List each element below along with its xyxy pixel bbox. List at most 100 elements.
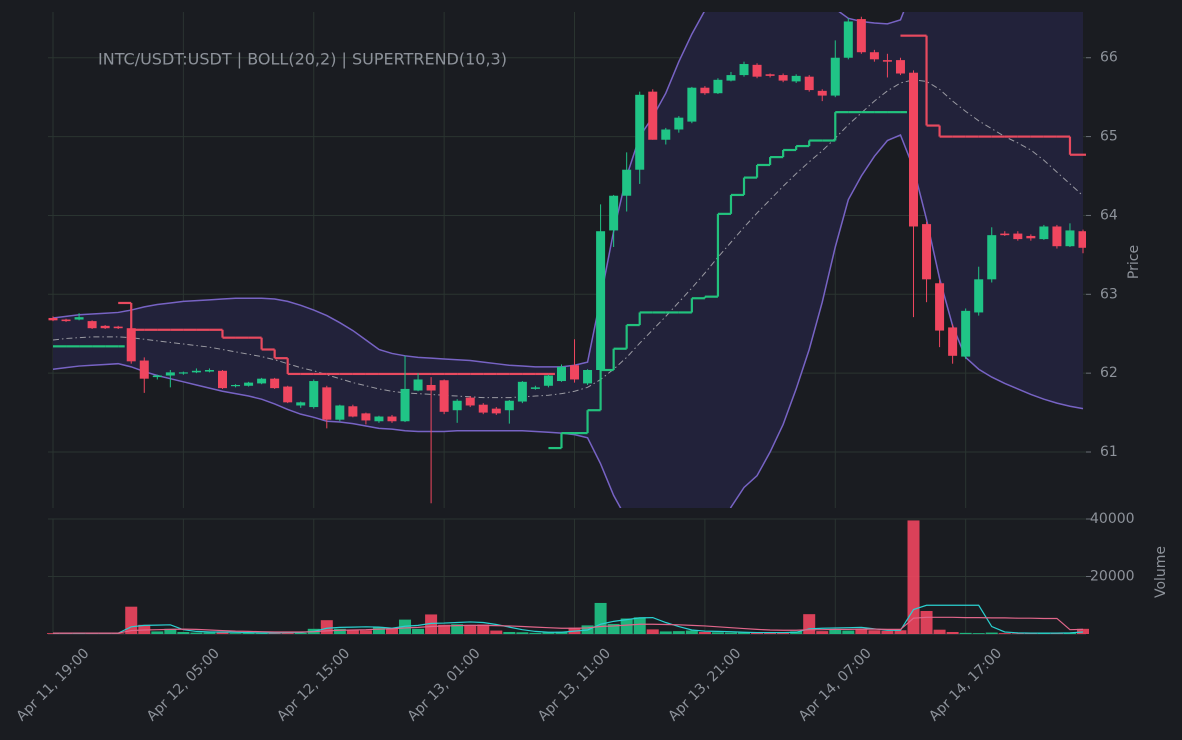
y-tick-label: 61	[1100, 444, 1118, 460]
candle-body	[374, 416, 384, 422]
x-tick-label: Apr 13, 01:00	[405, 645, 484, 724]
volume-bar	[738, 632, 751, 634]
candle-body	[856, 19, 866, 53]
y-axis-label: Volume	[1153, 546, 1169, 598]
volume-bar	[842, 630, 855, 634]
candle-body	[570, 365, 580, 380]
candle-body	[804, 76, 814, 91]
candle-body	[348, 406, 358, 417]
volume-bar	[998, 633, 1011, 634]
volume-bar	[125, 606, 138, 634]
candle-body	[1065, 230, 1075, 247]
volume-bar	[490, 630, 503, 634]
indicator-line	[52, 12, 905, 368]
candle-body	[752, 64, 762, 77]
volume-bar	[516, 632, 529, 634]
candle-body	[882, 60, 892, 62]
candle-body	[713, 79, 723, 94]
volume-bar	[907, 520, 920, 634]
candle-body	[335, 405, 345, 420]
volume-bar	[477, 624, 490, 634]
candle-body	[530, 387, 540, 389]
volume-bar	[868, 630, 881, 634]
x-tick-label: Apr 14, 07:00	[796, 645, 875, 724]
band-fill	[53, 12, 1083, 508]
y-tick-label: 65	[1100, 129, 1118, 145]
volume-bar	[764, 632, 777, 634]
candle-body	[100, 325, 110, 329]
y-tick-label: 62	[1100, 365, 1118, 381]
candle-body	[791, 75, 801, 82]
volume-bar	[503, 631, 516, 634]
volume-bar	[190, 632, 203, 634]
candle-body	[648, 91, 658, 140]
candle-body	[869, 52, 879, 60]
x-tick-label: Apr 13, 11:00	[535, 645, 614, 724]
y-tick-label: 63	[1100, 286, 1118, 302]
candle-body	[361, 413, 371, 421]
candle-body	[556, 366, 566, 382]
candle-body	[635, 94, 645, 170]
candle-body	[661, 129, 671, 140]
candle-body	[204, 370, 214, 372]
volume-bar	[920, 611, 933, 634]
candle-body	[778, 75, 788, 81]
y-axis-label: Price	[1126, 245, 1142, 279]
candle-body	[1078, 231, 1086, 248]
volume-bar	[751, 632, 764, 634]
volume-bar	[633, 617, 646, 634]
volume-ma-line	[53, 616, 1084, 634]
candle-body	[961, 310, 971, 357]
candle-body	[491, 408, 501, 414]
candle-body	[452, 400, 462, 411]
x-tick-label: Apr 11, 19:00	[13, 645, 92, 724]
volume-bar	[346, 629, 359, 634]
volume-bar	[529, 632, 542, 634]
candle-body	[257, 378, 267, 384]
volume-bar	[933, 629, 946, 634]
candle-body	[87, 321, 97, 329]
candle-body	[609, 195, 619, 231]
candle-body	[674, 117, 684, 130]
volume-bar	[1077, 628, 1089, 634]
volume-bar	[881, 630, 894, 634]
volume-bar	[711, 632, 724, 634]
volume-bar	[438, 624, 451, 634]
volume-bar	[464, 624, 477, 634]
x-tick-label: Apr 14, 17:00	[926, 645, 1005, 724]
volume-bar	[242, 632, 255, 634]
candle-body	[1026, 235, 1036, 239]
candle-body	[48, 317, 58, 321]
candle-body	[387, 416, 397, 422]
candle-body	[231, 384, 241, 387]
candle-body	[948, 327, 958, 356]
volume-bar	[177, 631, 190, 634]
candle-body	[830, 57, 840, 96]
candle-body	[283, 386, 293, 403]
x-tick-label: Apr 13, 21:00	[665, 645, 744, 724]
volume-bar	[698, 631, 711, 634]
volume-bar	[372, 627, 385, 634]
candle-body	[909, 72, 919, 227]
volume-bar	[959, 632, 972, 634]
volume-bar	[816, 631, 829, 634]
volume-bar	[777, 632, 790, 634]
volume-bar	[412, 628, 425, 634]
y-tick-label: 64	[1100, 207, 1118, 223]
candle-body	[543, 375, 553, 386]
volume-bar	[659, 631, 672, 634]
candle-body	[974, 279, 984, 313]
candle-body	[700, 87, 710, 94]
volume-bar	[1011, 633, 1024, 634]
candle-body	[1039, 226, 1049, 240]
volume-bar	[164, 628, 177, 634]
volume-bar	[685, 630, 698, 634]
volume-ma-line	[53, 604, 1084, 634]
volume-bar	[829, 629, 842, 634]
candle-body	[152, 375, 162, 378]
candle-body	[817, 90, 827, 96]
candle-body	[61, 319, 71, 322]
candle-body	[843, 21, 853, 58]
volume-bar	[229, 633, 242, 634]
volume-bar	[803, 614, 816, 634]
